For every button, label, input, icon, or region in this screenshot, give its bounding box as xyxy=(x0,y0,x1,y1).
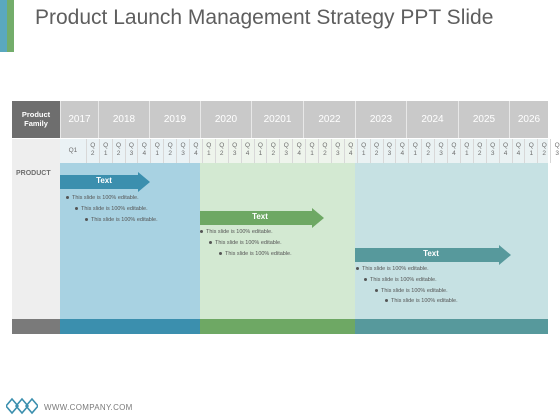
header-year: 20201 xyxy=(251,101,303,138)
phase-bullet: This slide is 100% editable. xyxy=(85,217,158,223)
phase-bullet: This slide is 100% editable. xyxy=(385,298,458,304)
header-year: 2023 xyxy=(355,101,406,138)
quarter-cell: Q1 xyxy=(68,147,78,154)
slide-title: Product Launch Management Strategy PPT S… xyxy=(35,6,494,29)
header-year: 2017 xyxy=(60,101,98,138)
phase-bullet: This slide is 100% editable. xyxy=(219,251,292,257)
phase-arrow-1 xyxy=(60,172,150,192)
bottom-band-blue xyxy=(60,319,200,334)
phase-bullet: This slide is 100% editable. xyxy=(75,206,148,212)
product-row-label: PRODUCT xyxy=(16,170,51,177)
phase-bullet: This slide is 100% editable. xyxy=(200,229,273,235)
header-year: 2026 xyxy=(509,101,548,138)
header-year: 2024 xyxy=(406,101,458,138)
quarter-row-bg xyxy=(200,139,355,163)
header-year: 2022 xyxy=(303,101,355,138)
header-year: 2019 xyxy=(149,101,200,138)
phase-arrow-3 xyxy=(355,245,511,265)
phase-arrow-label: Text xyxy=(96,176,112,185)
phase-arrow-2 xyxy=(200,208,324,228)
phase-arrow-label: Text xyxy=(252,212,268,221)
quarter-row-bg xyxy=(355,139,548,163)
title-accent-green xyxy=(7,0,14,52)
phase-bullet: This slide is 100% editable. xyxy=(356,266,429,272)
phase-bullet: This slide is 100% editable. xyxy=(66,195,139,201)
header-year: 2025 xyxy=(458,101,509,138)
phase-panel-3 xyxy=(355,163,548,319)
company-logo-icon xyxy=(6,397,38,415)
bottom-band-teal xyxy=(355,319,548,334)
phase-bullet: This slide is 100% editable. xyxy=(364,277,437,283)
phase-bullet: This slide is 100% editable. xyxy=(209,240,282,246)
header-year: 2018 xyxy=(98,101,149,138)
phase-arrow-label: Text xyxy=(423,249,439,258)
footer-website: WWW.COMPANY.COM xyxy=(44,403,133,412)
bottom-band-grey xyxy=(12,319,60,334)
phase-bullet: This slide is 100% editable. xyxy=(375,288,448,294)
header-year: 2020 xyxy=(200,101,251,138)
bottom-band-green xyxy=(200,319,355,334)
header-product-family: Product Family xyxy=(12,101,60,138)
title-accent-blue xyxy=(0,0,7,52)
product-row-header xyxy=(12,139,60,319)
